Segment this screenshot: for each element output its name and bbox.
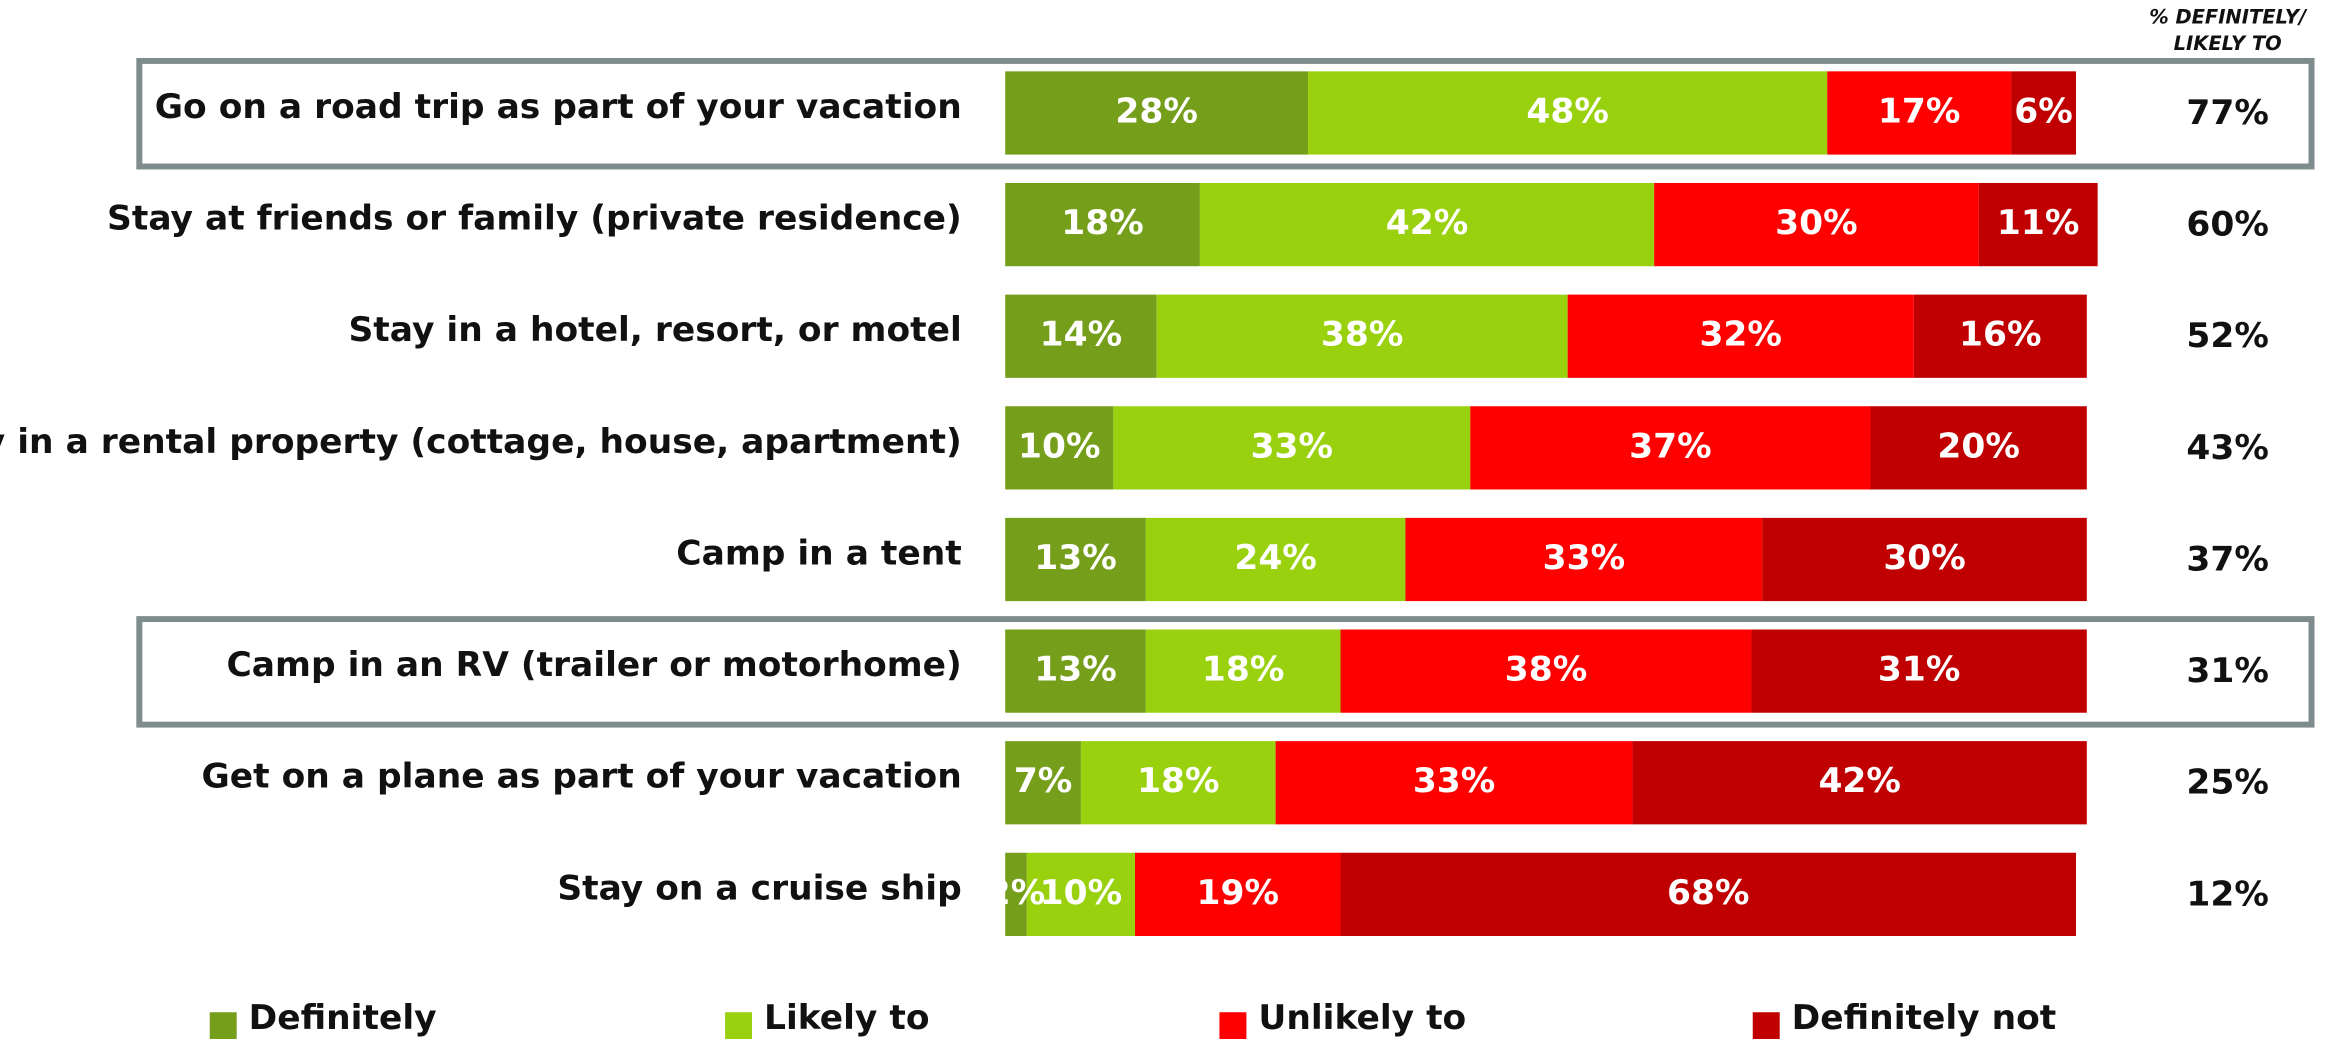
bar-segment (1913, 294, 2087, 378)
total-label: 37% (2186, 540, 2268, 580)
value-label: 33% (1251, 426, 1333, 466)
total-label: 77% (2186, 93, 2268, 133)
bar-segment (1340, 629, 1752, 713)
total-label: 60% (2186, 205, 2268, 245)
total-label: 43% (2186, 428, 2268, 468)
bar-segment (1080, 741, 1276, 825)
bar-segment (1113, 406, 1471, 490)
value-label: 68% (1667, 873, 1749, 913)
bar-segment (1005, 852, 1027, 936)
value-label: 42% (1818, 761, 1900, 801)
total-label: 25% (2186, 763, 2268, 803)
value-label: 19% (1197, 873, 1279, 913)
bar-segment (1405, 517, 1763, 602)
bar-segment (1654, 182, 1979, 267)
total-label: 52% (2186, 316, 2268, 356)
bar-segment (1005, 406, 1114, 490)
bar-segment (1762, 517, 2087, 602)
value-label: 2% (987, 873, 1045, 913)
value-label: 13% (1034, 650, 1116, 690)
bar-segment (1134, 852, 1341, 936)
bar-segment (1978, 182, 2098, 267)
legend-label: Definitely not (1792, 998, 2057, 1038)
bar-segment (1567, 294, 1914, 378)
bar-segment (1005, 629, 1146, 713)
legend-label: Definitely (249, 998, 437, 1038)
value-label: 24% (1234, 538, 1316, 578)
legend-swatch (1752, 1012, 1780, 1039)
value-label: 6% (2014, 92, 2072, 132)
legend-swatch (1219, 1012, 1247, 1039)
value-label: 30% (1775, 203, 1857, 243)
value-label: 13% (1034, 538, 1116, 578)
legend-swatch (725, 1012, 753, 1039)
value-label: 33% (1413, 761, 1495, 801)
bar-segment (1026, 852, 1135, 936)
category-label: Stay in a rental property (cottage, hous… (0, 422, 962, 462)
value-label: 10% (1040, 873, 1122, 913)
bar-segment (1005, 182, 1200, 267)
value-label: 17% (1878, 92, 1960, 132)
bar-segment (1870, 406, 2087, 490)
category-label: Stay in a hotel, resort, or motel (349, 310, 962, 350)
bar-segment (1145, 629, 1341, 713)
value-label: 38% (1321, 315, 1403, 355)
value-label: 37% (1629, 426, 1711, 466)
legend-label: Unlikely to (1258, 998, 1466, 1038)
value-label: 7% (1014, 761, 1072, 801)
bar-segment (1470, 406, 1871, 490)
category-label: Stay at friends or family (private resid… (107, 199, 962, 239)
category-label: Camp in an RV (trailer or motorhome) (227, 645, 962, 685)
bar-segment (1308, 71, 1828, 155)
bar-segment (1275, 741, 1633, 825)
value-label: 18% (1137, 761, 1219, 801)
bar-segment (1145, 517, 1406, 602)
value-label: 33% (1543, 538, 1625, 578)
total-label: 12% (2186, 874, 2268, 914)
highlight-box (136, 57, 2315, 170)
category-label: Camp in a tent (676, 534, 961, 574)
bar-segment (1827, 71, 2012, 155)
value-label: 18% (1061, 203, 1143, 243)
highlight-box (136, 616, 2315, 728)
legend-swatch (209, 1012, 237, 1039)
total-label: 31% (2186, 651, 2268, 691)
value-label: 30% (1883, 538, 1965, 578)
bar-segment (1199, 182, 1655, 267)
bar-segment (1340, 852, 2076, 936)
category-label: Go on a road trip as part of your vacati… (155, 87, 962, 127)
value-label: 11% (1997, 203, 2079, 243)
bar-segment (1005, 294, 1157, 378)
value-label: 28% (1115, 92, 1197, 132)
legend-label: Likely to (764, 998, 930, 1038)
value-label: 31% (1878, 650, 1960, 690)
category-label: Stay on a cruise ship (557, 868, 961, 908)
value-label: 42% (1386, 203, 1468, 243)
value-label: 10% (1018, 426, 1100, 466)
value-label: 18% (1202, 650, 1284, 690)
value-label: 14% (1040, 315, 1122, 355)
bar-segment (2011, 71, 2076, 155)
value-label: 48% (1526, 92, 1608, 132)
bar-segment (1005, 741, 1081, 825)
totals-header: % DEFINITELY/ (2149, 5, 2308, 28)
totals-header: LIKELY TO (2174, 32, 2282, 55)
bar-segment (1005, 71, 1309, 155)
value-label: 16% (1959, 315, 2041, 355)
value-label: 38% (1505, 650, 1587, 690)
value-label: 32% (1699, 315, 1781, 355)
value-label: 20% (1937, 426, 2019, 466)
bar-segment (1005, 517, 1146, 602)
category-label: Get on a plane as part of your vacation (201, 757, 961, 797)
bar-segment (1751, 629, 2087, 713)
bar-segment (1632, 741, 2087, 825)
bar-segment (1156, 294, 1568, 378)
